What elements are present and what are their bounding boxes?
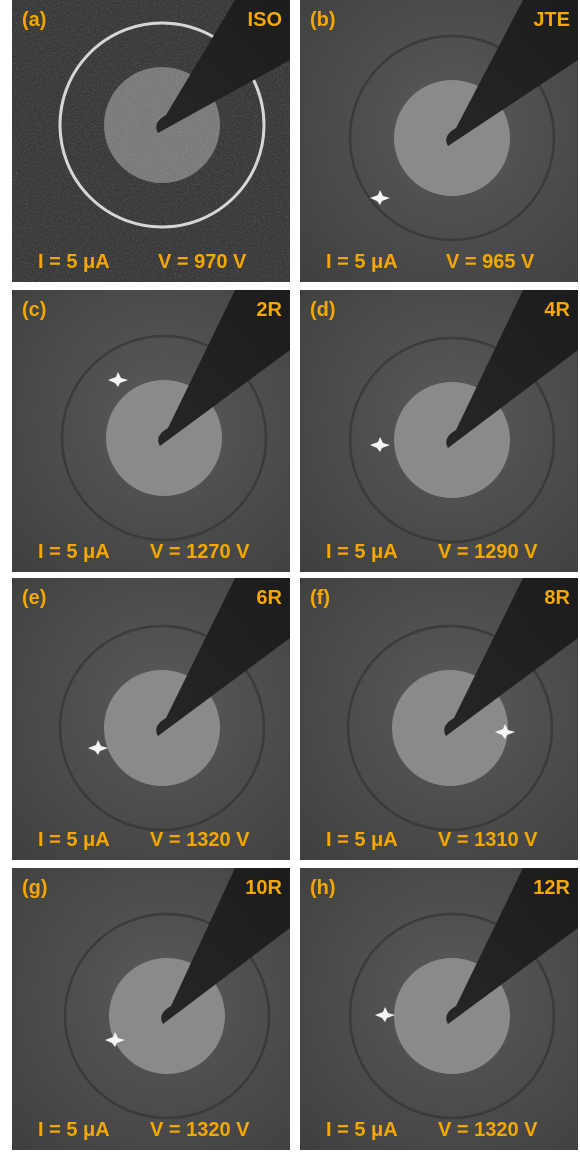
panel: (c) 2R I = 5 μA V = 1270 V xyxy=(12,290,290,572)
panel-label: (d) xyxy=(310,299,336,321)
panel-label: (f) xyxy=(310,587,330,609)
current-label: I = 5 μA xyxy=(326,251,398,273)
panel: (h) 12R I = 5 μA V = 1320 V xyxy=(300,868,578,1150)
panel-label: (h) xyxy=(310,877,336,899)
current-label: I = 5 μA xyxy=(38,541,110,563)
current-label: I = 5 μA xyxy=(38,251,110,273)
panel: (g) 10R I = 5 μA V = 1320 V xyxy=(12,868,290,1150)
structure-label: 8R xyxy=(544,587,570,609)
structure-label: 12R xyxy=(533,877,570,899)
current-label: I = 5 μA xyxy=(38,829,110,851)
structure-label: ISO xyxy=(248,9,282,31)
voltage-label: V = 1320 V xyxy=(438,1119,538,1141)
panel-label: (e) xyxy=(22,587,46,609)
current-label: I = 5 μA xyxy=(38,1119,110,1141)
voltage-label: V = 1310 V xyxy=(438,829,538,851)
panel: (e) 6R I = 5 μA V = 1320 V xyxy=(12,578,290,860)
structure-label: 4R xyxy=(544,299,570,321)
panel: (d) 4R I = 5 μA V = 1290 V xyxy=(300,290,578,572)
current-label: I = 5 μA xyxy=(326,541,398,563)
voltage-label: V = 1320 V xyxy=(150,829,250,851)
current-label: I = 5 μA xyxy=(326,1119,398,1141)
structure-label: 2R xyxy=(256,299,282,321)
voltage-label: V = 965 V xyxy=(446,251,535,273)
panel-label: (c) xyxy=(22,299,46,321)
voltage-label: V = 1320 V xyxy=(150,1119,250,1141)
structure-label: 6R xyxy=(256,587,282,609)
structure-label: JTE xyxy=(533,9,570,31)
voltage-label: V = 970 V xyxy=(158,251,247,273)
figure: (a) ISO I = 5 μA V = 970 V (b) JTE I = 5 μA V =… xyxy=(0,0,580,1155)
panel: (f) 8R I = 5 μA V = 1310 V xyxy=(300,578,578,860)
panel: (a) ISO I = 5 μA V = 970 V xyxy=(12,0,290,282)
voltage-label: V = 1270 V xyxy=(150,541,250,563)
panel-label: (b) xyxy=(310,9,336,31)
voltage-label: V = 1290 V xyxy=(438,541,538,563)
panel-label: (g) xyxy=(22,877,48,899)
structure-label: 10R xyxy=(245,877,282,899)
panel-label: (a) xyxy=(22,9,46,31)
current-label: I = 5 μA xyxy=(326,829,398,851)
page: (a) ISO I = 5 μA V = 970 V (b) JTE I = 5 μA V =… xyxy=(0,0,580,1155)
panel: (b) JTE I = 5 μA V = 965 V xyxy=(300,0,578,282)
